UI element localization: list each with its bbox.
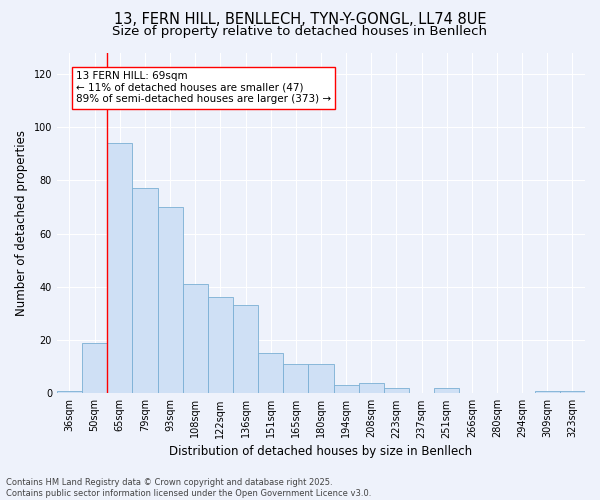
Text: 13, FERN HILL, BENLLECH, TYN-Y-GONGL, LL74 8UE: 13, FERN HILL, BENLLECH, TYN-Y-GONGL, LL…: [114, 12, 486, 28]
Bar: [384, 388, 409, 394]
Bar: [258, 354, 283, 394]
Bar: [208, 298, 233, 394]
Bar: [233, 306, 258, 394]
Text: Contains HM Land Registry data © Crown copyright and database right 2025.
Contai: Contains HM Land Registry data © Crown c…: [6, 478, 371, 498]
Bar: [283, 364, 308, 394]
Bar: [182, 284, 208, 394]
Text: Size of property relative to detached houses in Benllech: Size of property relative to detached ho…: [113, 25, 487, 38]
Bar: [308, 364, 334, 394]
Y-axis label: Number of detached properties: Number of detached properties: [15, 130, 28, 316]
Bar: [560, 390, 585, 394]
Bar: [535, 390, 560, 394]
Bar: [107, 143, 133, 394]
Bar: [359, 382, 384, 394]
Bar: [334, 386, 359, 394]
Bar: [158, 207, 182, 394]
X-axis label: Distribution of detached houses by size in Benllech: Distribution of detached houses by size …: [169, 444, 473, 458]
Bar: [57, 390, 82, 394]
Bar: [133, 188, 158, 394]
Text: 13 FERN HILL: 69sqm
← 11% of detached houses are smaller (47)
89% of semi-detach: 13 FERN HILL: 69sqm ← 11% of detached ho…: [76, 71, 331, 104]
Bar: [82, 342, 107, 394]
Bar: [434, 388, 459, 394]
